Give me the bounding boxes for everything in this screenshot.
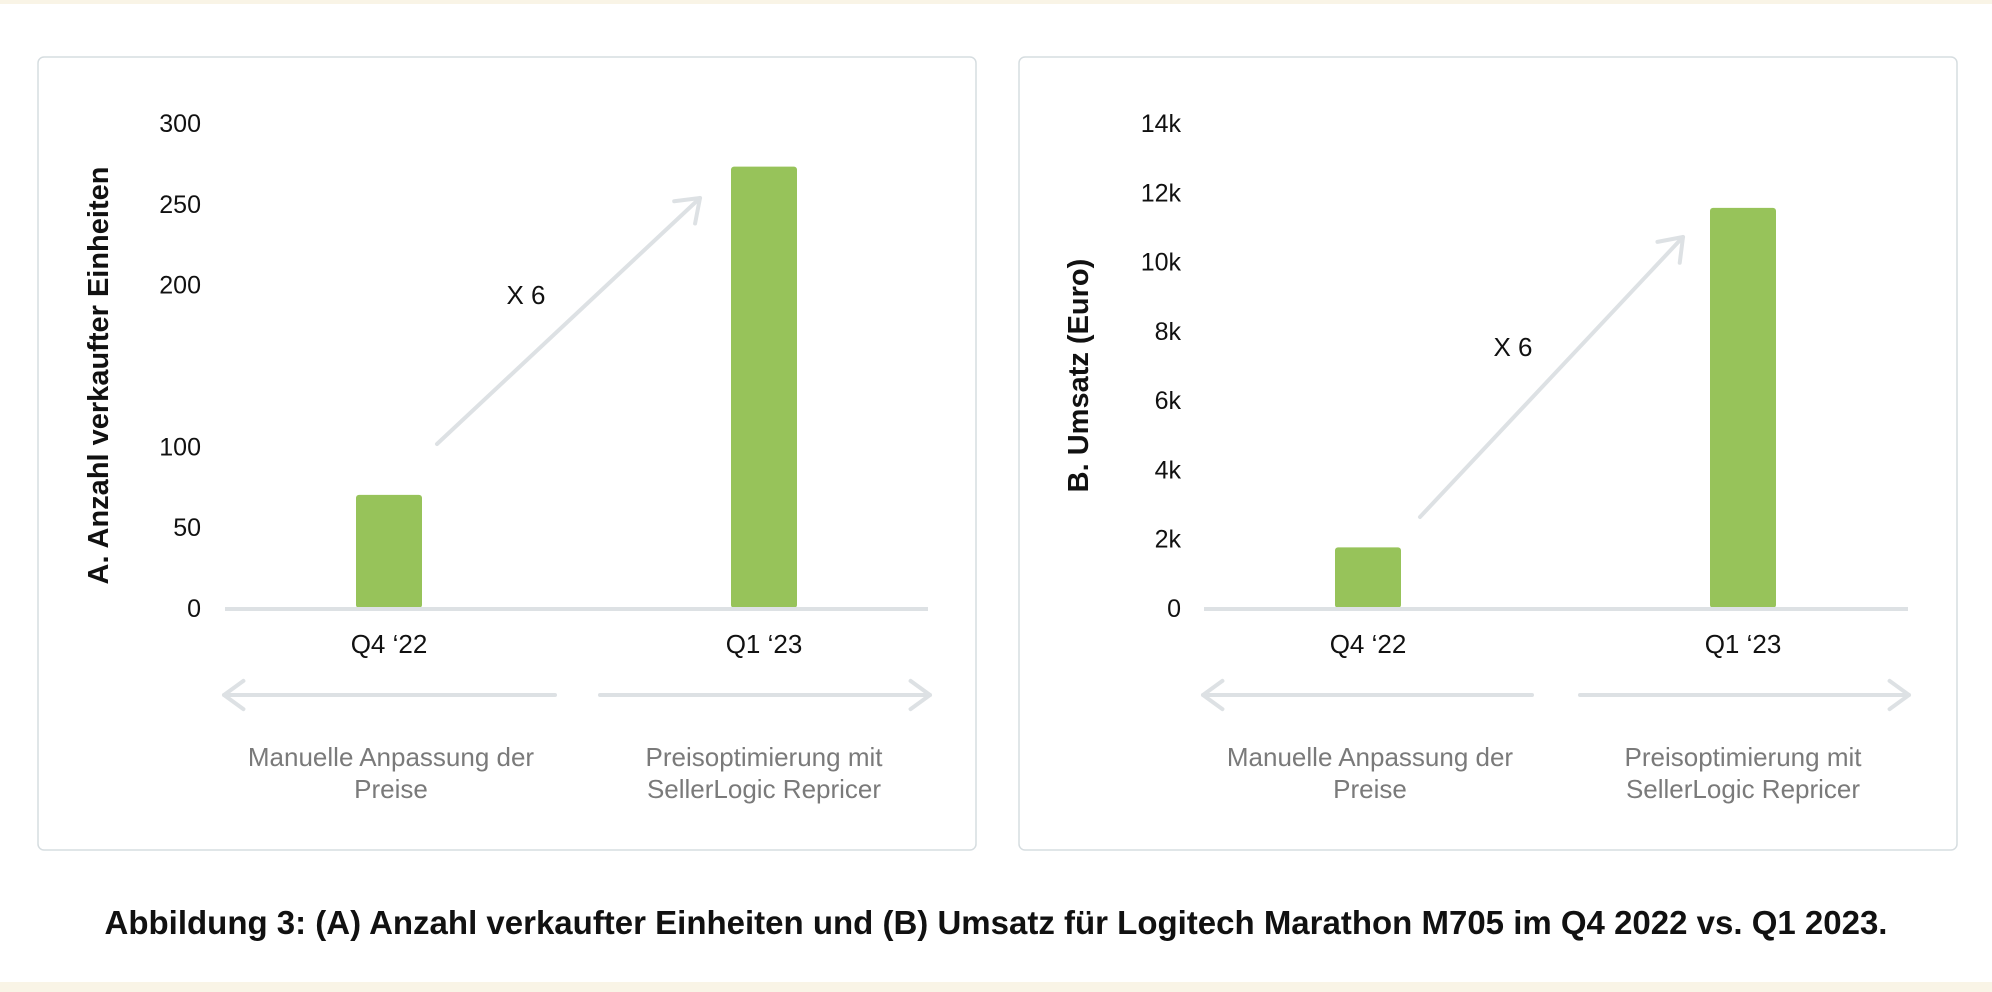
growth-arrow: [1418, 235, 1685, 519]
period-arrow-right-head: [908, 678, 932, 712]
growth-arrow: [435, 196, 702, 446]
growth-arrow-head: [672, 196, 702, 226]
x-tick-label: Q4 ‘22: [1330, 629, 1407, 659]
y-tick-label: 200: [159, 272, 201, 300]
period-label-line: Preise: [354, 774, 428, 804]
x-tick-label: Q4 ‘22: [351, 629, 428, 659]
period-arrow-right-head: [1887, 678, 1911, 712]
chart-panel-b: 0 2k 4k 6k 8k 10k 12k 14k B. Umsatz (Euro) Q4 ‘22…: [1018, 56, 1958, 851]
y-axis-label: A. Anzahl verkaufter Einheiten: [83, 167, 115, 585]
chart-card: [1018, 56, 1958, 851]
period-label: Manuelle Anpassung der Preise: [1227, 742, 1514, 804]
y-tick-label: 0: [187, 595, 201, 623]
y-tick-label: 250: [159, 191, 201, 219]
y-tick-label: 14k: [1141, 110, 1182, 138]
period-label-line: Manuelle Anpassung der: [1227, 742, 1514, 772]
bar: [356, 494, 422, 608]
y-tick-label: 0: [1167, 595, 1181, 623]
figure-caption: Abbildung 3: (A) Anzahl verkaufter Einhe…: [104, 904, 1888, 941]
period-label: Preisoptimierung mit SellerLogic Repricer: [1625, 742, 1863, 804]
period-label-line: Preisoptimierung mit: [1625, 742, 1863, 772]
x-tick-label: Q1 ‘23: [726, 629, 803, 659]
y-tick-label: 4k: [1155, 456, 1182, 484]
period-label-line: Manuelle Anpassung der: [248, 742, 535, 772]
x-tick-label: Q1 ‘23: [1705, 629, 1782, 659]
bar: [1710, 207, 1776, 608]
y-tick-label: 100: [159, 433, 201, 461]
period-label: Manuelle Anpassung der Preise: [248, 742, 535, 804]
chart-panel-a: 0 50 100 200 250 300 A. Anzahl verkaufter Einh…: [37, 56, 977, 851]
y-axis-label: B. Umsatz (Euro): [1063, 259, 1095, 493]
period-label-line: Preisoptimierung mit: [646, 742, 884, 772]
y-tick-label: 6k: [1155, 387, 1182, 415]
period-arrow-left-head: [1201, 678, 1225, 712]
growth-annotation: X 6: [506, 280, 545, 310]
y-tick-label: 10k: [1141, 249, 1182, 277]
period-label: Preisoptimierung mit SellerLogic Repricer: [646, 742, 884, 804]
growth-annotation: X 6: [1493, 332, 1532, 362]
y-tick-label: 2k: [1155, 526, 1182, 554]
period-label-line: Preise: [1333, 774, 1407, 804]
bar: [1335, 547, 1401, 608]
y-tick-label: 12k: [1141, 179, 1182, 207]
bar: [731, 166, 797, 608]
period-label-line: SellerLogic Repricer: [1626, 774, 1860, 804]
y-tick-label: 8k: [1155, 318, 1182, 346]
y-tick-label: 50: [173, 514, 201, 542]
y-tick-label: 300: [159, 110, 201, 138]
period-label-line: SellerLogic Repricer: [647, 774, 881, 804]
growth-arrow-head: [1655, 235, 1685, 265]
period-arrow-left-head: [222, 678, 246, 712]
